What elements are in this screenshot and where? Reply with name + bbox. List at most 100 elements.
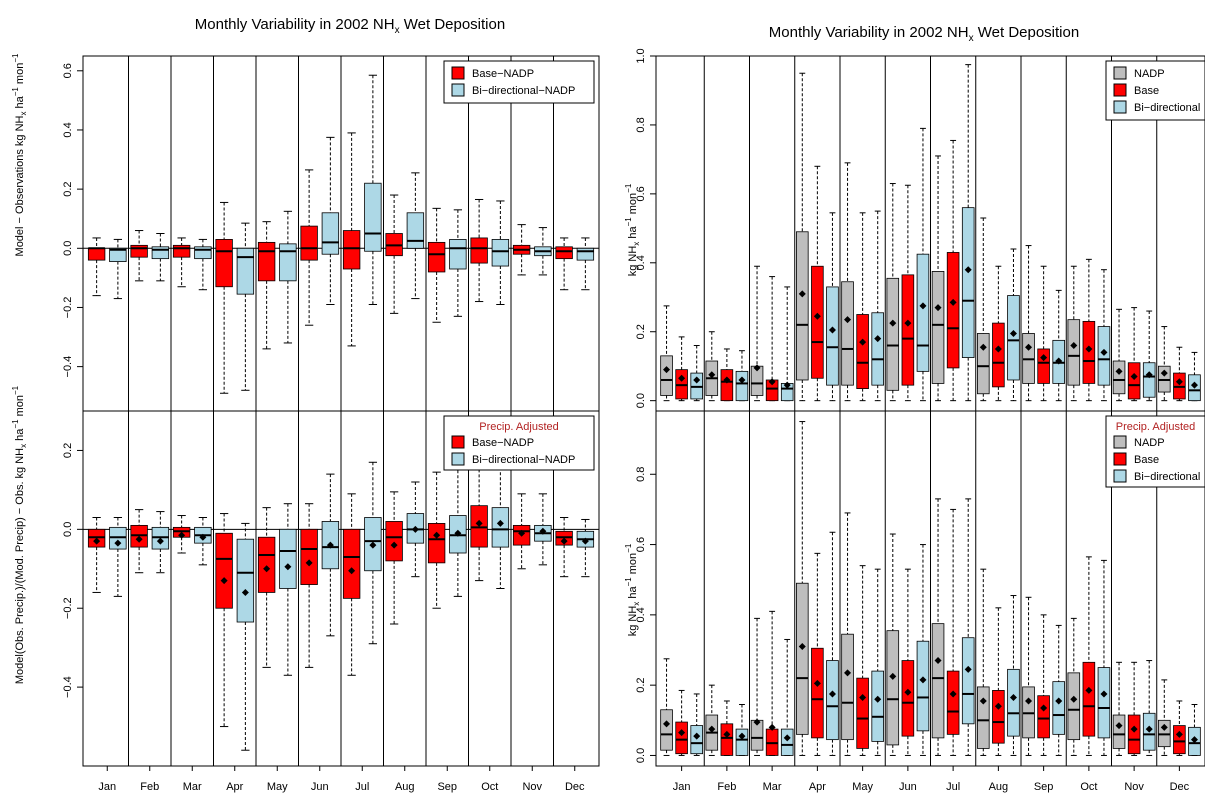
box-body bbox=[1127, 714, 1141, 755]
right-bottom-box-Bi−directional-Dec bbox=[1188, 703, 1201, 756]
mean-marker bbox=[1190, 736, 1198, 744]
box-body bbox=[660, 355, 673, 396]
box-body bbox=[1007, 295, 1020, 381]
right-top-box-Bi−directional-Feb bbox=[735, 350, 749, 402]
mean-marker bbox=[859, 693, 867, 701]
right-top-y-tick-label: 1.0 bbox=[635, 48, 647, 63]
right-top-box-Base-Oct bbox=[1082, 258, 1096, 402]
box-body bbox=[916, 640, 930, 732]
left-bottom-box-Base−NADP-Sep bbox=[427, 471, 446, 609]
mean-marker bbox=[284, 563, 292, 571]
right-bottom-box-NADP-May bbox=[841, 512, 854, 756]
right-bottom-box-Bi−directional-Oct bbox=[1097, 559, 1111, 756]
box-body bbox=[1067, 672, 1081, 741]
mean-marker bbox=[844, 316, 852, 324]
box-body bbox=[151, 246, 170, 260]
left-bottom-box-Base−NADP-Feb bbox=[130, 509, 148, 574]
mean-marker bbox=[1070, 695, 1078, 703]
right-bottom-x-tick-label: Apr bbox=[809, 781, 826, 793]
left-top-box-Base−NADP-Mar bbox=[172, 237, 191, 288]
right-bottom-x-tick-label: Feb bbox=[717, 781, 736, 793]
mean-marker bbox=[708, 725, 716, 733]
box-body bbox=[811, 265, 824, 379]
right-bottom-y-tick-label: 0.2 bbox=[635, 678, 647, 693]
mean-marker bbox=[581, 537, 589, 545]
mean-marker bbox=[813, 679, 821, 687]
right-top-box-Base-Apr bbox=[811, 165, 824, 402]
mean-marker bbox=[1040, 354, 1048, 362]
mean-marker bbox=[904, 688, 912, 696]
left-top-box-Bi−directional−NADP-May bbox=[279, 210, 297, 344]
box-body bbox=[1082, 661, 1096, 737]
left-bottom-box-Bi−directional−NADP-Apr bbox=[236, 522, 255, 751]
left-bottom-box-Bi−directional−NADP-Aug bbox=[406, 481, 425, 578]
mean-marker bbox=[693, 732, 701, 740]
box-body bbox=[576, 247, 595, 261]
box-body bbox=[87, 247, 106, 261]
right-top-legend-label: Base bbox=[1134, 85, 1159, 97]
right-bottom-x-tick-label: Aug bbox=[989, 781, 1009, 793]
right-bottom-box-Base-Aug bbox=[992, 607, 1005, 756]
mean-marker bbox=[539, 527, 547, 535]
right-bottom-box-Bi−directional-Mar bbox=[780, 638, 794, 756]
box-body bbox=[1067, 319, 1081, 386]
right-top-box-Base-Feb bbox=[720, 348, 734, 402]
mean-marker bbox=[518, 529, 526, 537]
mean-marker bbox=[348, 567, 356, 575]
right-bottom-box-Base-Dec bbox=[1173, 700, 1186, 756]
left-top-legend-swatch bbox=[451, 83, 465, 97]
right-top-box-Bi−directional-Aug bbox=[1007, 248, 1020, 402]
box-body bbox=[690, 725, 703, 755]
right-bottom-box-Bi−directional-Jan bbox=[690, 693, 703, 756]
left-bottom-legend-swatch bbox=[451, 452, 465, 466]
box-body bbox=[491, 507, 510, 548]
mean-marker bbox=[93, 537, 101, 545]
mean-marker bbox=[1025, 697, 1033, 705]
mean-marker bbox=[904, 319, 912, 327]
box-body bbox=[826, 660, 839, 741]
right-bottom-box-NADP-Sep bbox=[1022, 596, 1035, 756]
mean-marker bbox=[1070, 342, 1078, 350]
box-body bbox=[886, 277, 900, 391]
right-bottom-box-NADP-Mar bbox=[750, 617, 764, 756]
mean-marker bbox=[326, 541, 334, 549]
right-bottom-legend-label: Bi−directional bbox=[1134, 471, 1200, 483]
left-bottom-box-Bi−directional−NADP-May bbox=[279, 503, 297, 676]
mean-marker bbox=[768, 378, 776, 386]
right-top-box-Bi−directional-Sep bbox=[1052, 289, 1065, 402]
left-bottom-x-tick-label: Jun bbox=[311, 781, 329, 793]
left-top-box-Base−NADP-May bbox=[257, 221, 276, 350]
right-top-box-NADP-Jan bbox=[660, 305, 673, 402]
left-bottom-y-axis-label: Model(Obs. Precip.)/(Mod. Precip) − Obs.… bbox=[11, 385, 28, 684]
mean-marker bbox=[798, 290, 806, 298]
box-body bbox=[946, 252, 960, 369]
left-bottom-box-Base−NADP-Jun bbox=[300, 503, 318, 668]
box-body bbox=[130, 244, 148, 258]
box-body bbox=[780, 728, 794, 756]
box-body bbox=[826, 286, 839, 386]
right-bottom-panel: 0.8 0.6 0.4 0.2 0.0 Jan Feb Mar Apr May Jun Jul Aug S… bbox=[635, 410, 1205, 793]
mean-marker bbox=[1190, 381, 1198, 389]
right-bottom-x-tick-label: Sep bbox=[1034, 781, 1054, 793]
mean-marker bbox=[828, 326, 836, 334]
right-top-box-Base-Jun bbox=[901, 184, 915, 402]
right-top-box-NADP-Apr bbox=[796, 72, 809, 402]
mean-marker bbox=[1085, 686, 1093, 694]
right-top-box-Bi−directional-Apr bbox=[826, 212, 839, 402]
mean-marker bbox=[411, 525, 419, 533]
right-bottom-legend-swatch bbox=[1113, 435, 1127, 449]
box-body bbox=[342, 230, 361, 270]
mean-marker bbox=[1115, 722, 1123, 730]
mean-marker bbox=[919, 302, 927, 310]
left-top-box-Base−NADP-Jul bbox=[342, 132, 361, 347]
left-bottom-x-tick-label: Sep bbox=[437, 781, 457, 793]
right-top-box-NADP-Sep bbox=[1022, 245, 1035, 402]
right-bottom-legend-swatch bbox=[1113, 452, 1127, 466]
box-body bbox=[342, 528, 361, 599]
box-body bbox=[321, 212, 340, 255]
right-top-y-tick-label: 0.4 bbox=[635, 255, 647, 270]
mean-marker bbox=[433, 531, 441, 539]
right-top-box-Base-Dec bbox=[1173, 346, 1186, 402]
mean-marker bbox=[949, 298, 957, 306]
right-top-box-Base-May bbox=[856, 212, 869, 402]
